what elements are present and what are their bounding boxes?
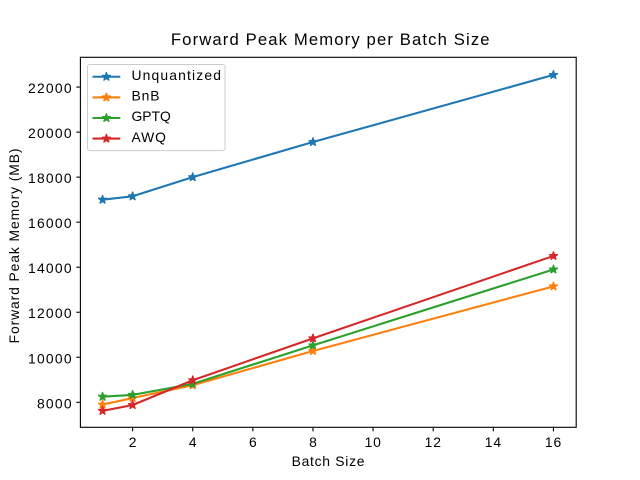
svg-text:GPTQ: GPTQ [132,108,172,124]
svg-text:16000: 16000 [28,215,73,231]
svg-text:8000: 8000 [37,395,73,411]
svg-text:16: 16 [545,434,562,450]
svg-text:Batch Size: Batch Size [292,453,366,469]
svg-text:20000: 20000 [28,125,73,141]
svg-text:22000: 22000 [28,80,73,96]
svg-text:8: 8 [309,434,317,450]
svg-text:Forward Peak Memory (MB): Forward Peak Memory (MB) [6,148,22,344]
svg-text:2: 2 [129,434,137,450]
svg-text:AWQ: AWQ [132,129,167,145]
svg-text:10000: 10000 [28,350,73,366]
svg-text:14000: 14000 [28,260,73,276]
svg-text:12: 12 [425,434,442,450]
svg-text:6: 6 [249,434,257,450]
svg-text:BnB: BnB [132,88,161,104]
svg-text:Unquantized: Unquantized [132,67,223,83]
svg-text:4: 4 [189,434,197,450]
svg-text:12000: 12000 [28,305,73,321]
svg-text:10: 10 [365,434,382,450]
svg-text:14: 14 [485,434,502,450]
svg-text:18000: 18000 [28,170,73,186]
svg-text:Forward Peak Memory per Batch: Forward Peak Memory per Batch Size [171,30,491,49]
